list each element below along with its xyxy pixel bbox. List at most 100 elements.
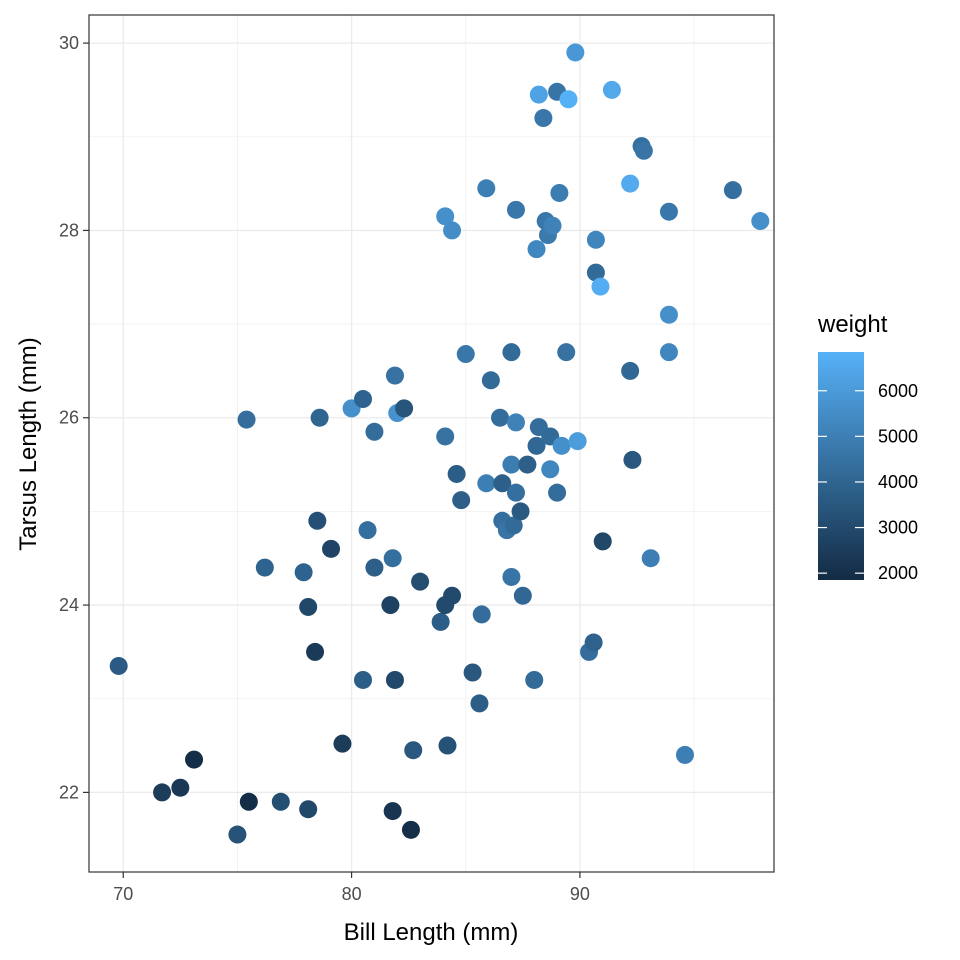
data-point [659,343,678,362]
x-tick-label: 70 [113,884,133,904]
y-axis: 22 24 26 28 30 [59,33,89,802]
data-point [584,633,603,652]
data-point [385,366,404,385]
data-point [541,460,560,479]
data-point [354,390,372,409]
legend-tick-label: 4000 [878,472,918,492]
data-point [659,305,678,324]
panel-border [88,14,775,873]
data-point [452,491,471,510]
data-point [518,455,537,474]
data-point [153,783,172,802]
color-legend: weight 2000 3000 4000 5000 6000 [817,311,918,583]
y-tick-label: 22 [59,782,79,802]
x-axis-title: Bill Length (mm) [344,919,519,946]
data-point [634,141,653,160]
data-point [306,642,325,661]
legend-tick-label: 2000 [878,563,918,583]
data-point [401,820,420,839]
data-point [255,558,274,577]
data-point [354,670,372,689]
data-point [358,521,377,540]
data-point [436,207,455,226]
data-point [431,612,450,631]
data-point [506,413,525,432]
data-point [511,502,530,521]
data-point [623,450,642,469]
data-point [491,408,509,427]
data-point [477,179,496,198]
y-tick-label: 28 [59,220,79,240]
data-point [529,85,548,104]
data-point [239,792,258,811]
data-point [659,202,678,221]
data-point [525,670,544,689]
data-point [470,694,489,713]
x-tick-label: 80 [342,884,362,904]
data-point [383,802,402,821]
data-point [477,474,496,493]
data-point [493,474,512,493]
data-point [534,109,553,128]
data-point [723,181,742,200]
data-point [322,539,341,558]
data-point [385,670,404,689]
y-tick-label: 24 [59,595,79,615]
legend-title: weight [817,311,888,338]
data-point [559,90,578,109]
data-point [185,750,204,769]
data-point [502,455,521,474]
data-point [602,80,621,99]
data-point [395,399,414,418]
y-tick-label: 26 [59,408,79,428]
data-point [447,464,466,483]
data-point [411,572,430,591]
data-point [641,549,660,568]
data-point [548,483,567,502]
data-point [443,221,462,240]
data-point [481,371,500,390]
x-axis: 70 80 90 [113,872,590,904]
data-point [472,605,491,624]
data-point [506,200,525,219]
data-point [171,778,190,797]
data-points [109,43,770,844]
data-point [237,410,256,429]
data-point [383,549,402,568]
minor-gridlines [89,15,774,872]
data-point [675,745,694,764]
data-point [365,422,384,441]
data-point [527,436,546,455]
data-point [527,240,546,259]
data-point [228,825,247,844]
data-point [308,511,327,530]
data-point [552,436,571,455]
data-point [751,212,770,231]
data-point [621,174,640,193]
data-point [591,277,610,296]
data-point [621,361,640,380]
data-point [109,656,128,675]
data-point [504,516,523,535]
data-point [568,432,587,451]
y-axis-title: Tarsus Length (mm) [15,337,42,550]
data-point [310,408,329,427]
data-point [593,532,612,551]
data-point [456,345,475,364]
data-point [299,800,318,819]
data-point [438,736,457,755]
y-tick-label: 30 [59,33,79,53]
data-point [513,586,532,605]
data-point [436,427,455,446]
legend-ticks: 2000 3000 4000 5000 6000 [818,381,918,583]
data-point [506,483,525,502]
data-point [502,567,521,586]
data-point [294,563,313,582]
data-point [365,558,384,577]
legend-tick-label: 6000 [878,381,918,401]
data-point [550,183,569,202]
data-point [566,43,585,62]
data-point [557,343,576,362]
data-point [463,663,482,682]
